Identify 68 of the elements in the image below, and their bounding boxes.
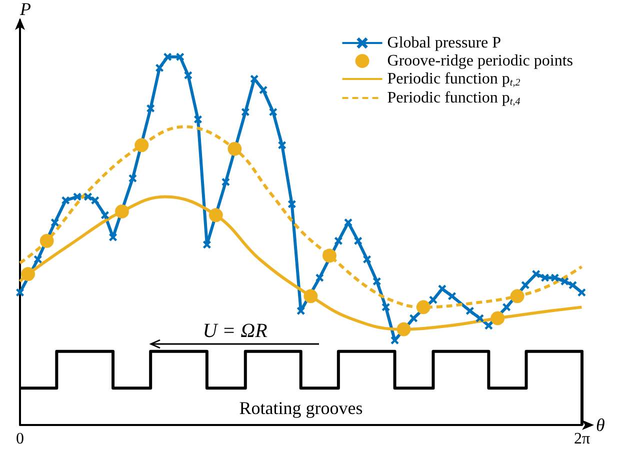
point (396, 322, 411, 336)
point (184, 71, 192, 80)
point (114, 204, 129, 218)
point (40, 234, 54, 248)
point (334, 236, 342, 245)
point (109, 233, 118, 242)
point (502, 303, 511, 312)
point (176, 52, 184, 61)
point (416, 300, 430, 314)
point (344, 218, 352, 226)
point (490, 311, 505, 326)
point (390, 336, 399, 344)
x-tick-label: 2π (574, 430, 590, 448)
point (288, 200, 296, 208)
point (560, 277, 569, 286)
point (438, 284, 446, 293)
point (146, 104, 155, 112)
point (156, 64, 164, 72)
point (550, 274, 559, 282)
point (228, 142, 242, 156)
point (50, 218, 59, 226)
point (322, 248, 336, 263)
point (410, 314, 418, 322)
point (134, 138, 149, 152)
point (128, 174, 137, 182)
x-tick-label: 0 (16, 430, 24, 448)
point (269, 108, 278, 116)
point (100, 211, 109, 220)
point (484, 322, 493, 330)
point (568, 281, 577, 290)
point (84, 192, 92, 201)
point (164, 52, 172, 61)
point (259, 86, 268, 94)
point (304, 289, 318, 304)
point (241, 108, 250, 116)
point (73, 192, 82, 201)
point (202, 240, 211, 249)
annotation: U = ΩR (202, 320, 268, 342)
point (208, 208, 223, 222)
point (476, 314, 484, 322)
point (250, 74, 258, 83)
legend-label: Global pressure P (387, 34, 502, 52)
point (354, 236, 362, 245)
point (21, 267, 36, 282)
point (541, 274, 550, 282)
point (91, 196, 100, 204)
point (34, 255, 42, 264)
legend-label: Groove-ridge periodic points (387, 52, 574, 70)
x-axis-title: θ (596, 415, 605, 435)
point (521, 281, 530, 290)
point (16, 288, 24, 296)
point (316, 274, 324, 282)
point (372, 277, 381, 286)
point (278, 141, 286, 150)
point (194, 115, 202, 124)
point (222, 178, 230, 186)
y-axis-title: P (19, 0, 31, 19)
annotation: Rotating grooves (239, 398, 363, 418)
point (532, 270, 540, 278)
point (296, 306, 305, 315)
point (448, 292, 456, 300)
point (429, 296, 438, 304)
point (363, 255, 372, 264)
point (62, 196, 70, 204)
point (510, 289, 524, 304)
point (466, 306, 474, 315)
point (382, 303, 390, 312)
point (578, 288, 586, 296)
